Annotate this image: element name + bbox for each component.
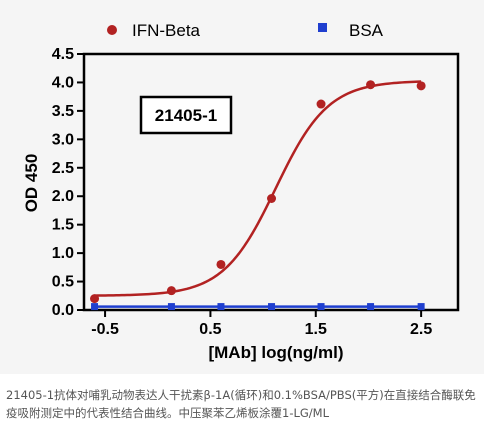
bsa-point bbox=[167, 303, 175, 311]
ifn-beta-point bbox=[166, 286, 176, 296]
bsa-point bbox=[91, 303, 99, 311]
y-tick-label: 4.0 bbox=[52, 74, 74, 91]
y-tick-label: 1.0 bbox=[52, 245, 74, 262]
y-tick-label: 2.0 bbox=[52, 188, 74, 205]
bsa-point bbox=[317, 303, 325, 311]
legend-label-bsa: BSA bbox=[349, 21, 384, 40]
bsa-point bbox=[268, 303, 276, 311]
ifn-beta-point bbox=[216, 259, 226, 269]
chart-card: IFN-Beta BSA 0.0 0.5 1.0 1.5 2.0 2.5 3.0 3.5 4.0… bbox=[22, 21, 460, 362]
y-tick-label: 4.5 bbox=[52, 46, 74, 63]
ifn-beta-point bbox=[316, 99, 326, 109]
x-tick-label: 2.5 bbox=[410, 321, 432, 338]
y-axis: 0.0 0.5 1.0 1.5 2.0 2.5 3.0 3.5 4.0 4.5 bbox=[52, 46, 84, 319]
legend: IFN-Beta BSA bbox=[107, 21, 384, 40]
y-axis-title: OD 450 bbox=[22, 154, 41, 213]
ifn-beta-point bbox=[416, 81, 426, 91]
y-tick-label: 3.5 bbox=[52, 103, 74, 120]
binding-curve-chart: IFN-Beta BSA 0.0 0.5 1.0 1.5 2.0 2.5 3.0 3.5 4.0… bbox=[22, 21, 460, 362]
y-tick-label: 3.0 bbox=[52, 131, 74, 148]
legend-marker-ifn-beta bbox=[107, 25, 117, 35]
annotation-box: 21405-1 bbox=[139, 95, 233, 135]
plot-area bbox=[90, 80, 426, 311]
y-tick-label: 2.5 bbox=[52, 160, 74, 177]
ifn-beta-point bbox=[90, 294, 100, 304]
ifn-beta-point bbox=[267, 193, 277, 203]
y-tick-label: 1.5 bbox=[52, 217, 74, 234]
plot-frame bbox=[82, 52, 460, 312]
ifn-beta-fit-curve bbox=[94, 80, 422, 297]
y-tick-label: 0.5 bbox=[52, 274, 74, 291]
bsa-point bbox=[417, 303, 425, 311]
legend-marker-bsa bbox=[318, 23, 327, 32]
x-tick-label: 1.5 bbox=[305, 321, 327, 338]
figure-caption: 21405-1抗体对哺乳动物表达人干扰素β-1A(循环)和0.1%BSA/PBS… bbox=[6, 388, 476, 420]
y-tick-label: 0.0 bbox=[52, 302, 74, 319]
annotation-label: 21405-1 bbox=[155, 106, 217, 125]
bsa-point bbox=[217, 303, 225, 311]
bsa-point bbox=[367, 303, 375, 311]
ifn-beta-point bbox=[366, 80, 376, 90]
x-tick-label: -0.5 bbox=[91, 321, 119, 338]
x-axis-title: [MAb] log(ng/ml) bbox=[208, 343, 343, 362]
legend-label-ifn-beta: IFN-Beta bbox=[132, 21, 201, 40]
x-tick-label: 0.5 bbox=[199, 321, 221, 338]
x-axis: -0.5 0.5 1.5 2.5 bbox=[91, 310, 432, 338]
